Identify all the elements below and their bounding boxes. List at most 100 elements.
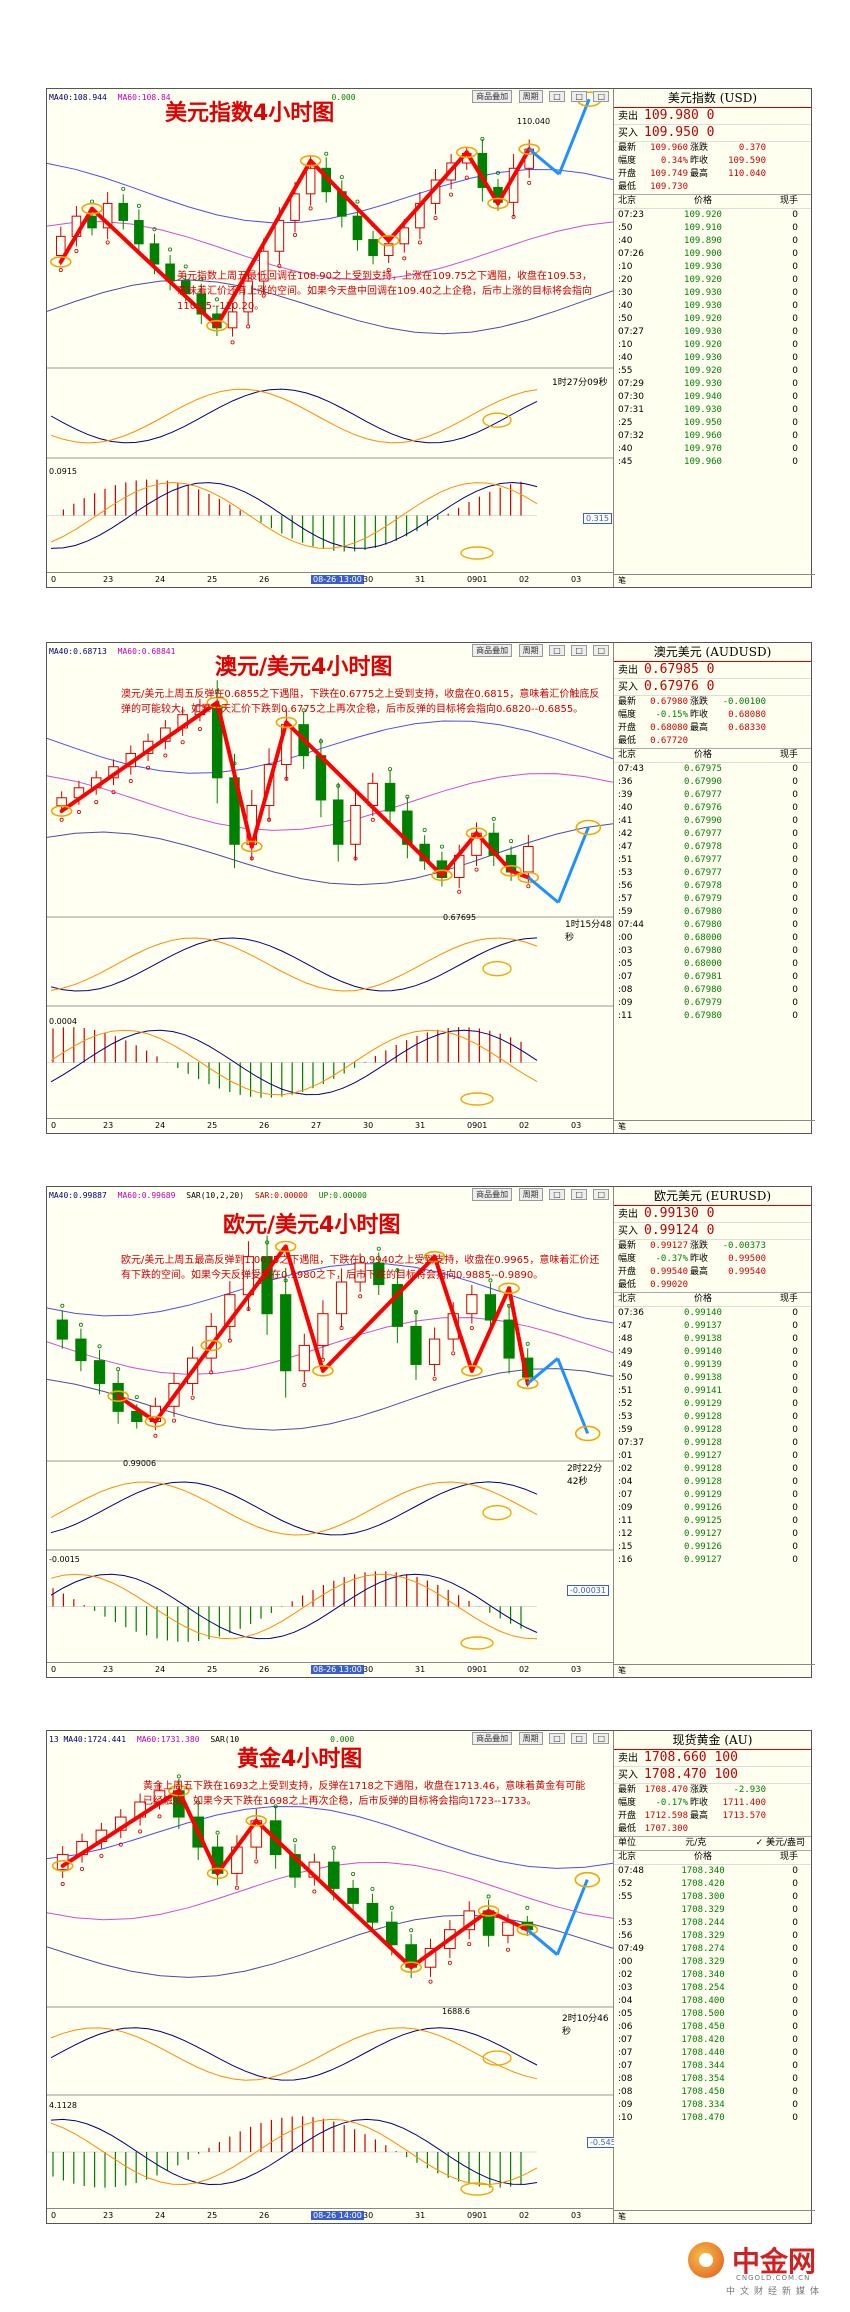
stat-cell: 幅度 [618, 1798, 637, 1808]
tick-cell: :02 [618, 1970, 633, 1980]
tick-cell: 0.99128 [684, 1464, 722, 1474]
tab-btn-c[interactable]: □ [593, 1189, 609, 1200]
sar-dot [488, 1278, 493, 1283]
tab-overlay[interactable]: 商品叠加 [472, 1188, 513, 1201]
trend-arrow-segment [176, 1788, 220, 1876]
tab-overlay[interactable]: 商品叠加 [472, 1732, 513, 1745]
oscillator-line [50, 1573, 538, 1640]
tick-cell: 0 [792, 998, 798, 1008]
forecast-arrow-segment [557, 98, 591, 175]
tick-cell: 0 [792, 2087, 798, 2097]
tab-overlay[interactable]: 商品叠加 [472, 90, 513, 103]
sar-dot [90, 199, 95, 204]
tab-btn-c[interactable]: □ [593, 91, 609, 102]
sar-dot [261, 293, 266, 298]
pivot-ellipse [487, 197, 509, 210]
candle-body [354, 1262, 366, 1283]
candle-body [368, 239, 378, 257]
tick-cell: 0 [792, 972, 798, 982]
tick-cell: 0 [792, 1931, 798, 1941]
osc-ellipse [460, 1092, 494, 1106]
tab-btn-c[interactable]: □ [593, 1733, 609, 1744]
tick-cell: 0 [792, 1555, 798, 1565]
forecast-arrow-segment [528, 148, 561, 176]
quote-title: 现货黄金 (AU) [614, 1731, 811, 1750]
pivot-ellipse [400, 1961, 422, 1974]
trend-arrow-segment [409, 1908, 491, 1970]
pivot-ellipse [275, 716, 298, 729]
tab-btn-b[interactable]: □ [571, 91, 587, 102]
x-tick-label: 02 [519, 2211, 530, 2220]
buy-row: 买入 0.67976 0 [614, 679, 811, 696]
tick-cell: :05 [618, 959, 633, 969]
sar-dot [284, 776, 289, 781]
tick-row: :40 109.890 0 [614, 235, 811, 248]
sar-dot [80, 1866, 85, 1871]
pivot-ellipse [465, 827, 488, 839]
tick-cell: 0.99127 [684, 1451, 722, 1461]
stat-cell [718, 1823, 766, 1836]
sar-dot [509, 839, 514, 844]
tick-cell: :10 [618, 262, 633, 272]
pivot-ellipse [206, 1867, 229, 1880]
pivot-ellipse [50, 805, 73, 817]
pivot-ellipse [423, 1250, 446, 1263]
sar-dot [176, 1774, 181, 1779]
candle-body [503, 1319, 515, 1359]
sar-dot [308, 206, 313, 211]
tab-btn-b[interactable]: □ [571, 1733, 587, 1744]
tick-cell: 0.67980 [684, 946, 722, 956]
stat-cell: 最高 [690, 1267, 709, 1277]
tick-cell: :50 [618, 223, 633, 233]
unit-cell[interactable]: ✓ 美元/盎司 [755, 1838, 805, 1848]
stat-cell: 最低 [618, 736, 637, 746]
sar-dot [486, 1894, 491, 1899]
trend-arrow-segment [249, 720, 289, 849]
candle-body [373, 1262, 385, 1286]
pivot-ellipse [517, 871, 540, 884]
chart-area: MA40:0.68713 MA60:0.68841 澳元/美元4小时图 商品叠加… [47, 643, 614, 1133]
trend-arrow-segment [214, 158, 313, 328]
tab-btn-a[interactable]: □ [549, 645, 565, 656]
tick-cell: 0.99138 [684, 1373, 722, 1383]
tick-cell: :16 [618, 1555, 633, 1565]
candle-body [118, 202, 129, 221]
oscillator-line [50, 937, 538, 992]
tab-overlay[interactable]: 商品叠加 [472, 644, 513, 657]
unit-cell[interactable]: 元/克 [685, 1838, 707, 1848]
tab-btn-b[interactable]: □ [571, 1189, 587, 1200]
tab-btn-c[interactable]: □ [593, 645, 609, 656]
ticks-header: 北京 价格 现手 [614, 1292, 811, 1307]
chart-area: MA40:0.99887 MA60:0.99689 SAR(10,2,20) S… [47, 1187, 614, 1677]
tab-period[interactable]: 周期 [518, 1188, 543, 1201]
stat-cell: 最高 [690, 169, 709, 179]
tick-cell: 0.99128 [684, 1477, 722, 1487]
tab-btn-b[interactable]: □ [571, 645, 587, 656]
stat-cell: 0.67720 [650, 736, 688, 746]
quote-title: 澳元美元 (AUDUSD) [614, 643, 811, 662]
oscillator-line [50, 481, 538, 549]
tab-btn-a[interactable]: □ [549, 1189, 565, 1200]
tab-btn-a[interactable]: □ [549, 91, 565, 102]
tick-cell: 0 [792, 842, 798, 852]
sar-dot [422, 827, 427, 832]
osc-ellipse [482, 960, 512, 977]
stat-cell [690, 1279, 716, 1292]
stat-cell: 1708.470 [644, 1785, 688, 1795]
candle-body [347, 1887, 359, 1904]
trend-arrow-segment [439, 831, 479, 878]
osc-ellipse [482, 412, 512, 428]
ticks-header-cell: 价格 [693, 196, 712, 206]
quote-title: 美元指数 (USD) [614, 89, 811, 108]
oscillator-line [50, 2027, 538, 2081]
tick-cell: 07:29 [618, 379, 644, 389]
buy-row: 买入 0.99124 0 [614, 1223, 811, 1240]
trend-arrow-segment [59, 700, 220, 814]
tick-cell: 0 [792, 790, 798, 800]
tab-period[interactable]: 周期 [518, 90, 543, 103]
tab-btn-a[interactable]: □ [549, 1733, 565, 1744]
tab-period[interactable]: 周期 [518, 644, 543, 657]
tick-cell: 1708.329 [681, 1931, 725, 1941]
x-tick-label: 03 [571, 1665, 582, 1674]
tab-period[interactable]: 周期 [518, 1732, 543, 1745]
